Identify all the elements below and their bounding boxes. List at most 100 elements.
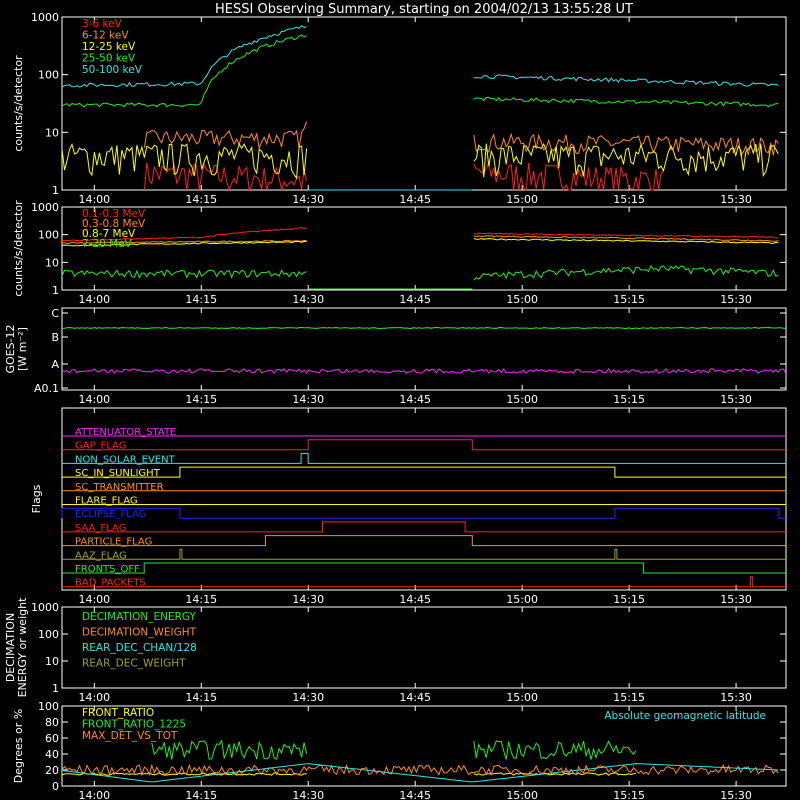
goes-time-label: 14:00 xyxy=(78,393,110,406)
flag-label: NON_SOLAR_EVENT xyxy=(75,454,176,465)
decimation-y-label: DECIMATION xyxy=(4,613,17,682)
ratios-panel: 14:00 14:15 14:30 14:45 15:00 15:15 15:30 0 20 40… xyxy=(12,700,787,800)
rear-rates-y-tick-label: 1 xyxy=(52,284,59,297)
rear-rates-legend-entry: 0.8-7 MeV xyxy=(82,228,136,240)
front-rates-legend-entry: 50-100 keV xyxy=(82,64,143,76)
rear-rates-legend-entry: 7-20 MeV xyxy=(82,238,133,250)
flags-time-label: 15:00 xyxy=(506,593,538,606)
flag-trace xyxy=(62,521,786,533)
goes-y-label: GOES-12 xyxy=(4,324,17,373)
flag-label: BAD_PACKETS xyxy=(75,578,146,589)
ratios-y-tick-label: 0 xyxy=(52,780,59,793)
decimation-panel: 14:00 14:15 14:30 14:45 15:00 15:15 15:30 1 10 10… xyxy=(4,597,787,704)
decimation-y-label-2: ENERGY or weight xyxy=(16,597,29,697)
front-rates-series-4 xyxy=(61,34,779,108)
decimation-frame xyxy=(61,606,787,689)
decimation-time-label: 15:15 xyxy=(613,691,645,704)
flag-trace xyxy=(61,507,786,519)
rear-rates-time-label: 15:15 xyxy=(613,293,645,306)
rear-rates-time-label: 14:00 xyxy=(78,293,110,306)
decimation-time-label: 14:00 xyxy=(78,691,110,704)
front-rates-series-2 xyxy=(143,121,779,157)
decimation-y-tick-label: 10 xyxy=(45,655,59,668)
ratios-series-3 xyxy=(61,763,779,777)
front-rates-legend-entry: 6-12 keV xyxy=(82,30,129,42)
front-rates-legend-entry: 12-25 keV xyxy=(82,41,136,53)
ratios-time-label: 14:45 xyxy=(399,789,431,800)
rear-rates-series-3 xyxy=(61,237,779,247)
goes-time-label: 15:15 xyxy=(613,393,645,406)
decimation-time-label: 14:30 xyxy=(292,691,324,704)
front-rates-legend-entry: 25-50 keV xyxy=(82,53,136,65)
ratios-y-tick-label: 40 xyxy=(45,748,59,761)
figure-title: HESSI Observing Summary, starting on 200… xyxy=(215,2,633,17)
ratios-time-label: 14:30 xyxy=(292,789,324,800)
flag-trace xyxy=(62,576,786,588)
front-rates-y-label: counts/s/detector xyxy=(12,55,25,152)
flag-trace xyxy=(62,548,786,560)
flag-label: SAA_FLAG xyxy=(75,523,126,534)
front-rates-time-label: 15:00 xyxy=(506,193,538,206)
goes-time-label: 15:30 xyxy=(720,393,752,406)
flag-label: ECLIPSE_FLAG xyxy=(75,509,146,520)
rear-rates-time-label: 15:00 xyxy=(506,293,538,306)
ratios-time-label: 14:00 xyxy=(78,789,110,800)
flags-time-label: 14:45 xyxy=(399,593,431,606)
ratios-legend-entry: FRONT_RATIO xyxy=(82,707,154,719)
ratios-y-tick-label: 20 xyxy=(45,764,59,777)
panels-layer: 14:00 14:15 14:30 14:45 15:00 15:15 15:30 1 10 10… xyxy=(4,11,787,800)
flag-label: AAZ_FLAG xyxy=(75,550,127,561)
flag-label: ATTENUATOR_STATE xyxy=(75,427,176,438)
front-rates-time-label: 14:30 xyxy=(292,193,324,206)
ratios-frame xyxy=(61,705,787,787)
decimation-y-tick-label: 1000 xyxy=(31,601,59,614)
front-rates-y-tick-label: 100 xyxy=(38,69,59,82)
flags-y-label: Flags xyxy=(30,484,43,513)
goes-y-tick-label: A0.1 xyxy=(34,382,59,395)
decimation-time-label: 14:15 xyxy=(185,691,217,704)
ratios-series-4 xyxy=(61,763,779,783)
flags-frame xyxy=(61,407,787,591)
front-rates-panel: 14:00 14:15 14:30 14:45 15:00 15:15 15:30 1 10 10… xyxy=(12,11,787,206)
goes-time-label: 14:45 xyxy=(399,393,431,406)
ratios-y-label: Degrees or % xyxy=(12,709,25,783)
ratios-y-tick-label: 60 xyxy=(45,732,59,745)
flag-label: FRONTS_OFF xyxy=(75,564,140,575)
ratios-legend-entry: FRONT_RATIO_1225 xyxy=(82,719,186,731)
flag-trace xyxy=(62,439,786,451)
ratios-series-2 xyxy=(151,739,637,760)
flags-time-label: 15:15 xyxy=(613,593,645,606)
rear-rates-y-tick-label: 10 xyxy=(45,256,59,269)
ratios-time-label: 15:00 xyxy=(506,789,538,800)
flag-trace xyxy=(62,452,786,464)
front-rates-frame xyxy=(61,16,787,191)
rear-rates-time-label: 14:15 xyxy=(185,293,217,306)
decimation-time-label: 15:30 xyxy=(720,691,752,704)
front-rates-time-label: 15:30 xyxy=(720,193,752,206)
ratios-y-tick-label: 100 xyxy=(38,700,59,713)
ratios-time-label: 15:30 xyxy=(720,789,752,800)
ratios-legend-entry: MAX_DET_VS_TOT xyxy=(82,730,178,742)
rear-rates-panel: 14:00 14:15 14:30 14:45 15:00 15:15 15:30 1 10 10… xyxy=(12,200,787,306)
front-rates-time-label: 14:15 xyxy=(185,193,217,206)
front-rates-series-1 xyxy=(143,160,664,192)
ratios-annotation: Absolute geomagnetic latitude xyxy=(604,710,766,722)
rear-rates-y-tick-label: 100 xyxy=(38,229,59,242)
flags-time-label: 14:15 xyxy=(185,593,217,606)
decimation-time-label: 15:00 xyxy=(506,691,538,704)
flag-trace xyxy=(62,466,786,478)
flags-panel: 14:00 14:15 14:30 14:45 15:00 15:15 15:30 Flags… xyxy=(30,407,787,606)
flags-time-label: 15:30 xyxy=(720,593,752,606)
decimation-legend-entry: REAR_DEC_CHAN/128 xyxy=(82,642,197,654)
front-rates-legend-entry: 3-6 keV xyxy=(82,18,123,30)
flag-label: FLARE_FLAG xyxy=(75,496,138,507)
front-rates-y-tick-label: 10 xyxy=(45,126,59,139)
goes-frame xyxy=(61,307,787,391)
decimation-y-tick-label: 100 xyxy=(38,628,59,641)
flag-label: SC_TRANSMITTER xyxy=(75,482,164,493)
goes-series-2 xyxy=(61,367,787,375)
goes-y-tick-label: A xyxy=(51,358,59,371)
ratios-time-label: 14:15 xyxy=(185,789,217,800)
rear-rates-time-label: 14:30 xyxy=(292,293,324,306)
